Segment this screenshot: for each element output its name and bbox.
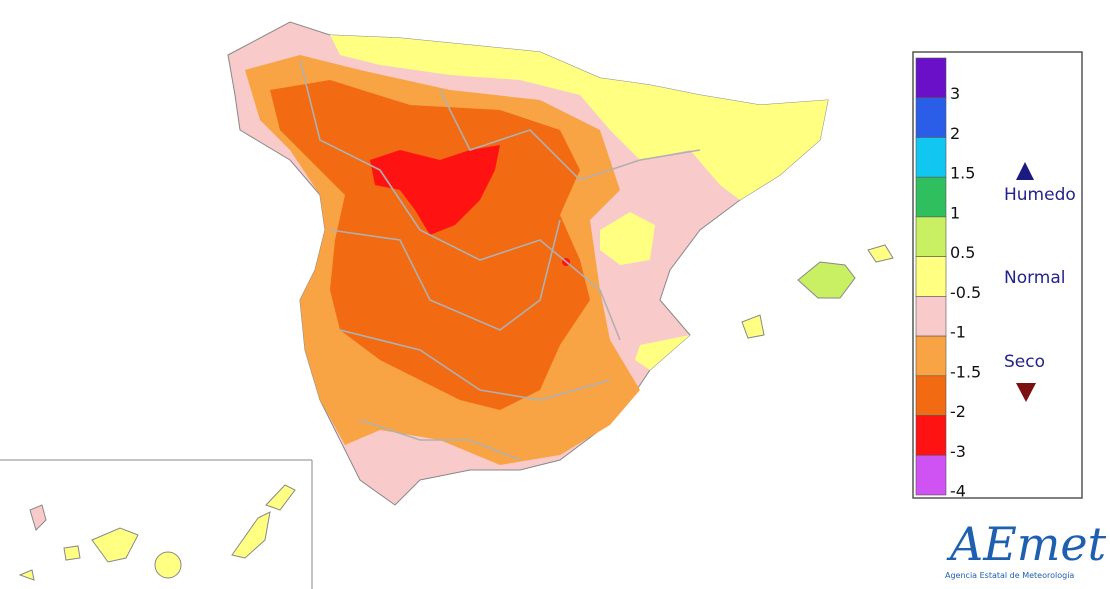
legend-swatch <box>915 57 947 99</box>
island <box>265 484 296 511</box>
island <box>63 545 81 561</box>
legend-swatch <box>915 137 947 178</box>
dry-label: Seco <box>1004 352 1045 372</box>
legend-swatch <box>915 97 947 138</box>
dry-arrow <box>1016 383 1036 402</box>
logo-subtitle: Agencia Estatal de Meteorología <box>945 571 1074 580</box>
balearic-islands <box>741 244 894 339</box>
legend-swatch <box>915 176 947 218</box>
island <box>18 569 35 581</box>
region-yellow-north <box>330 35 828 200</box>
legend-swatch <box>915 375 947 416</box>
legend: Humedo Normal Seco 3 2 1.5 1 0.5 -0.5 -1 -1.5 -2… <box>912 51 1083 501</box>
region-yellow-southeast <box>635 335 690 370</box>
legend-swatch <box>915 335 947 377</box>
region-red <box>370 145 500 235</box>
island <box>797 261 856 299</box>
peninsula-map <box>227 21 829 506</box>
legend-swatch <box>915 256 947 297</box>
island <box>91 527 139 563</box>
island <box>867 244 894 263</box>
island <box>154 551 182 579</box>
legend-tick-label: 3 <box>950 84 960 103</box>
legend-swatch <box>915 415 947 456</box>
region-yellow-east <box>600 212 655 265</box>
legend-tick-label: 0.5 <box>950 243 975 262</box>
legend-swatch <box>915 454 947 496</box>
legend-tick-label: -1 <box>950 323 966 342</box>
legend-tick-label: 2 <box>950 124 960 143</box>
island <box>231 511 271 559</box>
wet-label: Humedo <box>1004 185 1076 205</box>
province-border <box>339 329 611 401</box>
island <box>29 504 47 531</box>
canary-inset <box>0 459 313 589</box>
legend-swatch <box>915 216 947 257</box>
legend-tick-label: 1 <box>950 203 960 222</box>
legend-tick-label: -3 <box>950 442 966 461</box>
legend-tick-label: -1.5 <box>950 362 981 381</box>
province-border <box>439 89 701 181</box>
legend-tick-label: 1.5 <box>950 164 975 183</box>
legend-tick-label: -4 <box>950 482 966 501</box>
island <box>741 314 765 339</box>
province-border <box>299 59 621 341</box>
legend-swatch <box>915 296 947 337</box>
province-border <box>329 219 561 331</box>
legend-tick-label: -2 <box>950 402 966 421</box>
logo-name: AEmet <box>946 517 1107 571</box>
province-border <box>359 419 521 461</box>
legend-tick-label: -0.5 <box>950 283 981 302</box>
normal-label: Normal <box>1004 268 1066 288</box>
wet-arrow <box>1016 162 1034 180</box>
region-orange <box>270 80 590 410</box>
logo: AEmet Agencia Estatal de Meteorología <box>945 517 1107 580</box>
